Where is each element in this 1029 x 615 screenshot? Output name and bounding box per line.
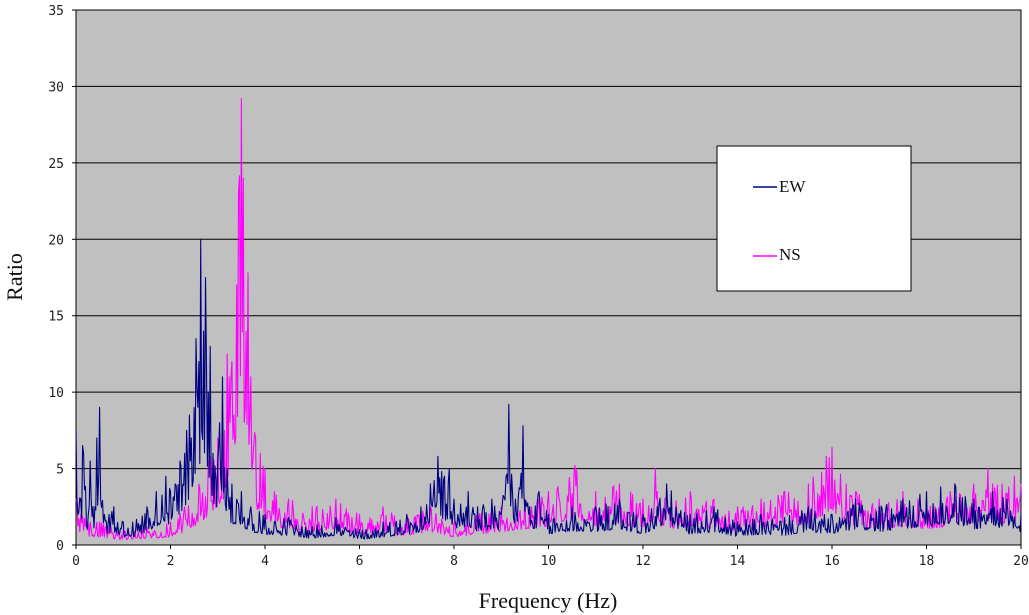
x-axis-ticks: 0 2 4 6 8 10 12 14 16 18 20 <box>72 545 1029 569</box>
x-tick-label-18: 18 <box>919 554 935 569</box>
legend: EW NS <box>716 145 912 292</box>
x-tick-label-10: 10 <box>541 554 557 569</box>
series-layer <box>75 98 1022 540</box>
x-tick-label-4: 4 <box>261 554 269 569</box>
y-tick-label-25: 25 <box>48 157 64 172</box>
y-tick-label-5: 5 <box>56 463 64 478</box>
x-tick-label-2: 2 <box>167 554 175 569</box>
y-tick-label-0: 0 <box>56 539 64 554</box>
x-tick-label-6: 6 <box>356 554 364 569</box>
y-tick-label-10: 10 <box>48 386 64 401</box>
legend-box <box>716 145 912 292</box>
x-tick-label-16: 16 <box>824 554 840 569</box>
x-axis-title: Frequency (Hz) <box>479 588 618 613</box>
y-tick-label-30: 30 <box>48 80 64 95</box>
legend-label-ns: NS <box>779 245 801 264</box>
x-tick-label-12: 12 <box>635 554 651 569</box>
x-tick-label-20: 20 <box>1013 554 1029 569</box>
series-line-ns <box>75 98 1022 540</box>
series-line-ew <box>75 238 1022 540</box>
y-tick-label-20: 20 <box>48 233 64 248</box>
legend-label-ew: EW <box>779 177 806 196</box>
x-tick-label-14: 14 <box>730 554 746 569</box>
y-tick-label-15: 15 <box>48 310 64 325</box>
y-axis-title: Ratio <box>2 253 27 301</box>
x-tick-label-8: 8 <box>450 554 458 569</box>
y-tick-label-35: 35 <box>48 4 64 19</box>
y-axis-ticks: 0 5 10 15 20 25 30 35 <box>48 4 76 554</box>
x-tick-label-0: 0 <box>72 554 80 569</box>
